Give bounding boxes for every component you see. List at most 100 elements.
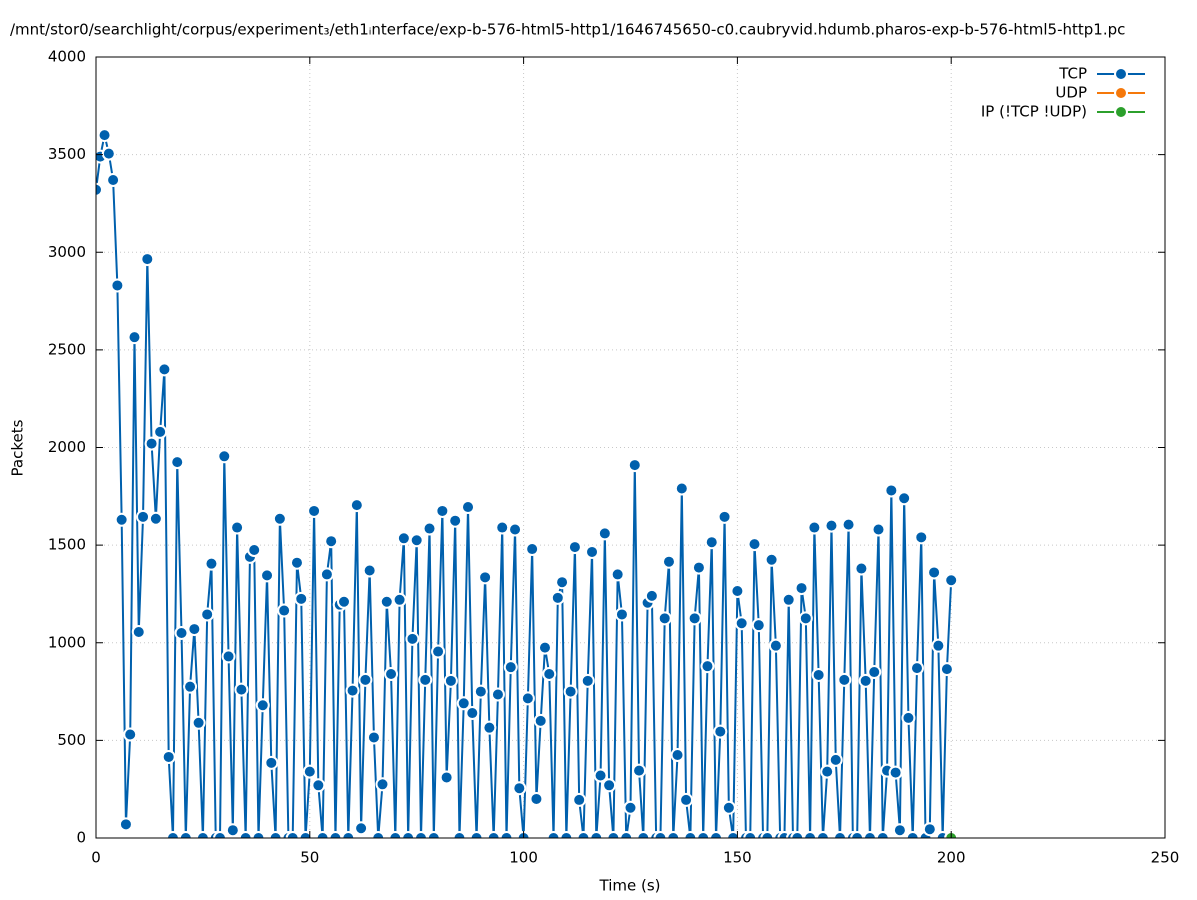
data-point <box>905 831 920 838</box>
data-point <box>422 521 437 536</box>
data-point <box>307 503 322 518</box>
data-point <box>345 683 360 698</box>
data-point <box>358 672 373 687</box>
data-point <box>914 530 929 545</box>
y-tick-label: 2000 <box>48 438 86 456</box>
data-point <box>264 755 279 770</box>
data-point <box>927 565 942 580</box>
data-point <box>118 817 133 832</box>
data-point <box>862 831 877 838</box>
data-point <box>238 831 253 838</box>
data-point <box>555 575 570 590</box>
data-point <box>379 594 394 609</box>
y-tick-label: 1000 <box>48 633 86 651</box>
data-point <box>721 800 736 815</box>
data-point <box>850 831 865 838</box>
data-point <box>512 781 527 796</box>
data-point <box>691 560 706 575</box>
data-point <box>619 831 634 838</box>
data-point <box>713 724 728 739</box>
data-point <box>315 831 330 838</box>
data-point <box>153 424 168 439</box>
x-tick-label: 0 <box>91 849 101 867</box>
data-point <box>277 603 292 618</box>
data-point <box>520 691 535 706</box>
data-point <box>247 543 262 558</box>
data-point <box>572 792 587 807</box>
data-point <box>486 831 501 838</box>
data-point <box>439 770 454 785</box>
data-point <box>542 666 557 681</box>
x-tick-label: 50 <box>300 849 319 867</box>
data-point <box>602 778 617 793</box>
data-point <box>811 667 826 682</box>
data-point <box>473 684 488 699</box>
data-point <box>456 696 471 711</box>
data-point <box>435 503 450 518</box>
data-point <box>537 640 552 655</box>
data-point <box>585 544 600 559</box>
data-point <box>563 684 578 699</box>
data-point <box>657 611 672 626</box>
data-point <box>255 698 270 713</box>
data-point <box>854 561 869 576</box>
data-point <box>401 831 416 838</box>
data-point <box>939 662 954 677</box>
data-point <box>272 511 287 526</box>
data-point <box>606 831 621 838</box>
data-point <box>349 498 364 513</box>
data-point <box>632 763 647 778</box>
data-point <box>892 823 907 838</box>
data-point <box>931 638 946 653</box>
axes: 0 500 1000 1500 2000 2500 3000 3500 4000 0 50 100 15… <box>48 48 1180 867</box>
data-point <box>807 520 822 535</box>
data-point <box>508 522 523 537</box>
data-point <box>525 542 540 557</box>
y-tick-label: 1500 <box>48 536 86 554</box>
data-point <box>794 581 809 596</box>
data-point <box>567 540 582 555</box>
data-point <box>760 831 775 838</box>
y-tick-label: 3000 <box>48 243 86 261</box>
data-point <box>683 831 698 838</box>
data-point <box>371 831 386 838</box>
data-point <box>533 713 548 728</box>
data-point <box>431 644 446 659</box>
data-point <box>644 588 659 603</box>
data-point <box>781 592 796 607</box>
data-point <box>623 800 638 815</box>
data-point <box>234 682 249 697</box>
data-point <box>730 584 745 599</box>
data-point <box>922 822 937 837</box>
data-point <box>764 552 779 567</box>
data-point <box>140 252 155 267</box>
data-point <box>653 831 668 838</box>
data-point <box>161 749 176 764</box>
data-point <box>213 831 228 838</box>
data-point <box>482 720 497 735</box>
data-point <box>114 512 129 527</box>
data-point <box>833 831 848 838</box>
data-point <box>815 831 830 838</box>
data-point <box>709 831 724 838</box>
legend-label: UDP <box>1055 84 1087 102</box>
data-point <box>726 831 741 838</box>
y-tick-label: 2500 <box>48 340 86 358</box>
data-point <box>884 483 899 498</box>
data-point <box>469 831 484 838</box>
data-point <box>674 481 689 496</box>
data-point <box>614 607 629 622</box>
data-point <box>495 520 510 535</box>
data-point <box>888 765 903 780</box>
data-point <box>217 449 232 464</box>
data-point <box>298 831 313 838</box>
data-point <box>841 517 856 532</box>
data-point <box>803 831 818 838</box>
data-point <box>110 278 125 293</box>
y-axis-label: Packets <box>9 419 27 476</box>
data-point <box>268 831 283 838</box>
data-point <box>597 526 612 541</box>
data-point <box>679 792 694 807</box>
data-point <box>324 534 339 549</box>
data-point <box>123 727 138 742</box>
